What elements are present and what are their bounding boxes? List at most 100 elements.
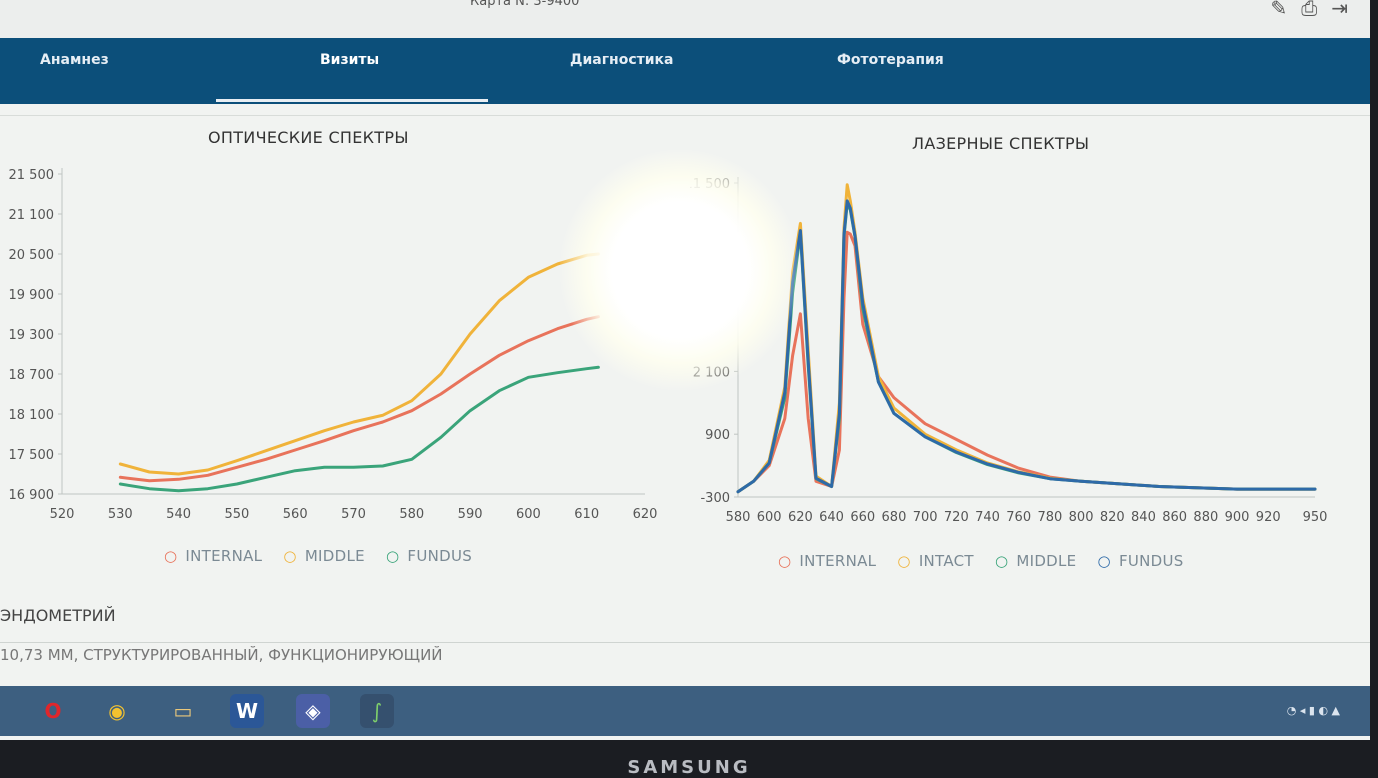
x-tick-label: 760 (1006, 510, 1031, 525)
legend-label: INTACT (918, 552, 974, 570)
screen: Карта N: 3-9400 ✎⎙⇥ Анамнез Визиты Диагн… (0, 0, 1370, 740)
y-tick-label: 21 500 (9, 168, 55, 183)
y-tick-label: 3 300 (693, 303, 730, 318)
word-icon[interactable]: W (230, 694, 264, 728)
record-divider (0, 642, 1370, 643)
x-tick-label: 840 (1131, 510, 1156, 525)
legend-marker-icon: ○ (164, 547, 178, 565)
x-tick-label: 560 (283, 507, 308, 522)
y-tick-label: 21 100 (9, 208, 55, 223)
legend-marker-icon: ○ (1097, 552, 1111, 570)
series-line-fundus (736, 199, 1317, 494)
legend-marker-icon: ○ (283, 547, 297, 565)
x-tick-label: 780 (1037, 510, 1062, 525)
legend-label: MIDDLE (1016, 552, 1077, 570)
series-line-middle (736, 202, 1317, 494)
legend-item: ○ INTERNAL (164, 547, 270, 565)
exit-icon[interactable]: ⇥ (1331, 0, 1362, 20)
y-tick-label: -300 (700, 491, 730, 506)
main-nav: Анамнез Визиты Диагностика Фототерапия (0, 38, 1370, 104)
tab-phototherapy[interactable]: Фототерапия (837, 52, 944, 68)
series-line-internal (118, 315, 600, 483)
opera-icon[interactable]: O (44, 699, 62, 723)
divider (0, 115, 1370, 116)
y-tick-label: 4 500 (693, 240, 730, 255)
x-tick-label: 720 (944, 510, 969, 525)
x-tick-label: 620 (633, 507, 658, 522)
y-tick-label: 18 100 (9, 408, 55, 423)
legend-label: FUNDUS (1118, 552, 1184, 570)
series-line-internal (736, 230, 1317, 494)
card-number: Карта N: 3-9400 (470, 0, 580, 9)
x-tick-label: 700 (913, 510, 938, 525)
legend-label: FUNDUS (407, 547, 473, 565)
legend-item: ○ MIDDLE (995, 552, 1085, 570)
optical-spectra-chart: 520 530 540 550 560 570 580 590 600 610 620 16 900 1… (9, 168, 658, 522)
spectra-app-icon[interactable]: ∫ (360, 694, 394, 728)
record-label: ЭНДОМЕТРИЙ (0, 606, 116, 625)
x-tick-label: 950 (1303, 510, 1328, 525)
y-tick-label: 19 900 (9, 288, 55, 303)
legend-label: INTERNAL (799, 552, 877, 570)
tab-anamnesis[interactable]: Анамнез (40, 52, 109, 68)
legend-marker-icon: ○ (994, 552, 1009, 570)
y-tick-label: 11 500 (690, 177, 730, 192)
y-tick-label: 19 300 (9, 328, 55, 343)
legend-item: ○ FUNDUS (386, 547, 480, 565)
legend-item: ○ MIDDLE (283, 547, 373, 565)
x-tick-label: 600 (757, 510, 782, 525)
x-tick-label: 580 (399, 507, 424, 522)
print-icon[interactable]: ⎙ (1301, 0, 1332, 20)
active-tab-indicator (216, 99, 488, 102)
app-icon[interactable]: ◈ (296, 694, 330, 728)
legend-label: INTERNAL (185, 547, 263, 565)
legend-marker-icon: ○ (897, 552, 911, 570)
x-tick-label: 550 (224, 507, 249, 522)
x-tick-label: 680 (882, 510, 907, 525)
x-tick-label: 900 (1225, 510, 1250, 525)
folder-icon[interactable]: ▭ (173, 699, 193, 723)
y-tick-label: 16 900 (9, 488, 55, 503)
x-tick-label: 610 (574, 507, 599, 522)
header-strip: Карта N: 3-9400 ✎⎙⇥ (0, 0, 1370, 38)
legend-marker-icon: ○ (386, 547, 400, 565)
pencil-icon[interactable]: ✎ (1270, 0, 1302, 20)
y-tick-label: 20 500 (9, 248, 55, 263)
x-tick-label: 860 (1162, 510, 1187, 525)
tab-visits[interactable]: Визиты (320, 52, 380, 68)
series-line-middle (118, 252, 600, 476)
x-tick-label: 660 (850, 510, 875, 525)
legend-item: ○ FUNDUS (1098, 552, 1192, 570)
x-tick-label: 880 (1193, 510, 1218, 525)
chrome-icon[interactable]: ◉ (108, 699, 126, 723)
x-tick-label: 640 (819, 510, 844, 525)
y-tick-label: 2 100 (693, 365, 730, 380)
x-tick-label: 800 (1069, 510, 1094, 525)
optical-legend: ○ INTERNAL ○ MIDDLE ○ FUNDUS (164, 547, 488, 565)
laser-spectra-chart: 580 600 620 640 660 680 700 720 740 760 780 800 820 8… (690, 177, 1328, 525)
series-line-intact (736, 183, 1317, 494)
tab-diagnostics[interactable]: Диагностика (570, 52, 674, 68)
record-value: 10,73 ММ, СТРУКТУРИРОВАННЫЙ, ФУНКЦИОНИРУ… (0, 646, 443, 664)
x-tick-label: 540 (166, 507, 191, 522)
legend-marker-icon: ○ (778, 552, 792, 570)
legend-label: MIDDLE (304, 547, 365, 565)
taskbar: O ◉ ▭ W ◈ ∫ ◔ ◂ ▮ ◐ ▲ (0, 686, 1370, 736)
x-tick-label: 590 (458, 507, 483, 522)
bezel-brand: SAMSUNG (627, 757, 751, 778)
x-tick-label: 570 (341, 507, 366, 522)
legend-item: ○ INTACT (897, 552, 981, 570)
y-tick-label: 17 500 (9, 448, 55, 463)
series-line-fundus (118, 365, 600, 493)
y-tick-label: 900 (705, 428, 730, 443)
laser-legend: ○ INTERNAL ○ INTACT ○ MIDDLE ○ FUNDUS (778, 552, 1200, 570)
x-tick-label: 520 (50, 507, 75, 522)
x-tick-label: 920 (1256, 510, 1281, 525)
laser-spectra-title: ЛАЗЕРНЫЕ СПЕКТРЫ (912, 134, 1090, 153)
header-tools: ✎⎙⇥ (1270, 0, 1362, 20)
optical-spectra-title: ОПТИЧЕСКИЕ СПЕКТРЫ (208, 128, 409, 147)
x-tick-label: 820 (1100, 510, 1125, 525)
system-tray[interactable]: ◔ ◂ ▮ ◐ ▲ (1286, 704, 1340, 717)
x-tick-label: 620 (788, 510, 813, 525)
x-tick-label: 530 (108, 507, 133, 522)
